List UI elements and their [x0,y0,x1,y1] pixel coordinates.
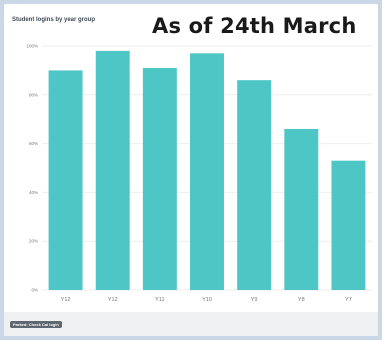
chart-footer [4,312,378,336]
y-tick-label: 20% [29,239,38,244]
bar[interactable] [142,67,177,291]
y-tick-label: 60% [29,141,38,146]
x-tick-label: Y12 [61,297,71,303]
bar[interactable] [48,70,83,291]
x-tick-label: Y10 [202,297,212,303]
x-tick-label: Y7 [345,297,352,303]
x-tick-label: Y9 [251,297,258,303]
legend-chip[interactable]: Parked: Check Cal login [10,321,62,328]
bar[interactable] [284,128,319,290]
y-tick-label: 0% [31,288,38,293]
bar[interactable] [331,160,366,290]
chart-title: Student logins by year group [12,17,96,23]
bar[interactable] [190,53,224,290]
bar[interactable] [95,50,130,290]
y-tick-label: 40% [29,190,38,195]
date-overlay-label: As of 24th March [148,12,361,40]
x-tick-label: Y12 [108,297,118,303]
x-tick-label: Y11 [155,297,164,303]
y-tick-label: 80% [29,92,38,97]
bar[interactable] [237,80,272,290]
y-tick-label: 100% [26,44,38,49]
x-tick-label: Y8 [298,297,305,303]
